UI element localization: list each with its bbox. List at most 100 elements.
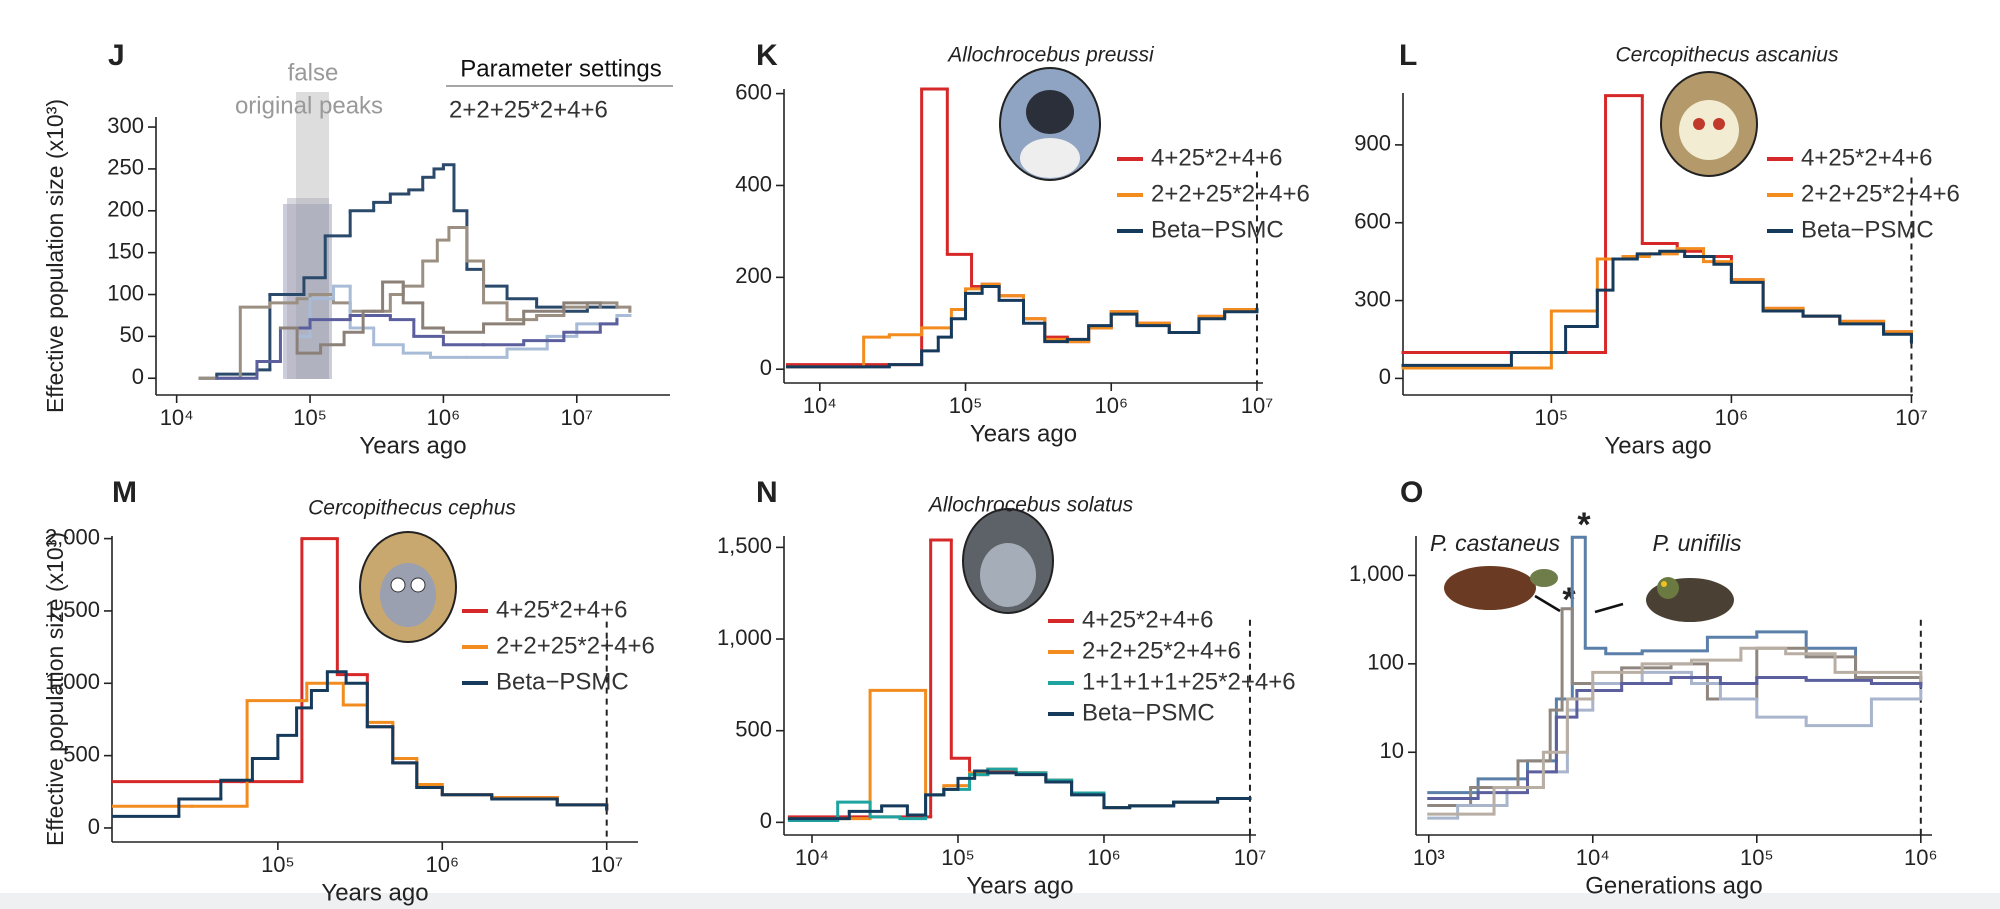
- series: [215, 313, 619, 380]
- monkey-face: [359, 531, 457, 643]
- monkey-face: [999, 67, 1101, 181]
- x-axis-label: Years ago: [359, 432, 466, 459]
- legend-label: 4+25*2+4+6: [1151, 144, 1282, 171]
- arrow: [1534, 594, 1561, 613]
- y-axis-label: Effective population size (x10³): [42, 532, 68, 846]
- legend-label: 1+1+1+1+25*2+4+6: [1082, 668, 1296, 695]
- x-axis-label: Years ago: [970, 420, 1077, 447]
- monkey-face: [962, 508, 1054, 614]
- series: [1427, 676, 1923, 801]
- series: [787, 769, 1252, 821]
- chart-title: Allochrocebus preussi: [946, 44, 1155, 67]
- y-axis-label: Effective population size (x10³): [42, 99, 68, 413]
- bottom-strip: [0, 893, 2000, 909]
- series: [111, 670, 609, 818]
- y-tick-label: 200: [107, 197, 144, 222]
- y-tick-label: 1,000: [1349, 561, 1404, 586]
- x-tick-label: 10⁶: [427, 405, 461, 430]
- x-tick-label: 10⁷: [590, 852, 622, 877]
- chart-title: Cercopithecus ascanius: [1616, 44, 1839, 67]
- series: [1427, 646, 1923, 816]
- y-tick-label: 250: [107, 155, 144, 180]
- chart-title: Allochrocebus solatus: [927, 494, 1134, 517]
- y-tick-label: 300: [107, 113, 144, 138]
- y-tick-label: 1,500: [717, 533, 772, 558]
- y-tick-label: 0: [760, 355, 772, 380]
- series: [278, 280, 602, 355]
- y-tick-label: 500: [735, 717, 772, 742]
- x-tick-label: 10⁵: [261, 852, 295, 877]
- series: [1401, 249, 1913, 367]
- x-tick-label: 10⁶: [1904, 845, 1938, 870]
- panel-label: N: [756, 476, 778, 509]
- x-tick-label: 10⁴: [160, 405, 194, 430]
- x-axis-label: Years ago: [321, 879, 428, 906]
- x-tick-label: 10⁵: [293, 405, 327, 430]
- y-tick-label: 0: [132, 364, 144, 389]
- series: [785, 282, 1259, 369]
- y-tick-label: 900: [1354, 131, 1391, 156]
- y-tick-label: 0: [1379, 364, 1391, 389]
- legend-label: 4+25*2+4+6: [496, 596, 627, 623]
- y-tick-label: 100: [1367, 650, 1404, 675]
- legend-label: 2+2+25*2+4+6: [496, 632, 655, 659]
- legend-label: 4+25*2+4+6: [1082, 606, 1213, 633]
- series: [111, 681, 609, 811]
- series: [1427, 670, 1923, 820]
- x-tick-label: 10⁵: [941, 845, 975, 870]
- x-tick-label: 10⁴: [795, 845, 829, 870]
- x-tick-label: 10⁷: [1234, 845, 1266, 870]
- series: [295, 284, 632, 359]
- legend-text: 2+2+25*2+4+6: [449, 96, 608, 123]
- y-tick-label: 200: [735, 263, 772, 288]
- legend-label: Beta−PSMC: [1082, 699, 1215, 726]
- x-tick-label: 10⁵: [949, 393, 983, 418]
- y-tick-label: 100: [107, 280, 144, 305]
- y-tick-label: 50: [120, 322, 144, 347]
- y-tick-label: 1,000: [717, 625, 772, 650]
- annotation: *: [1577, 506, 1591, 544]
- peak-shade: [283, 204, 332, 379]
- y-tick-label: 300: [1354, 286, 1391, 311]
- chart-title: Cercopithecus cephus: [308, 497, 516, 520]
- annotation: original peaks: [235, 92, 383, 119]
- series: [1401, 247, 1913, 370]
- series: [785, 285, 1259, 369]
- y-tick-label: 2,000: [45, 524, 100, 549]
- x-tick-label: 10⁷: [561, 405, 593, 430]
- annotation: P. unifilis: [1652, 530, 1742, 556]
- series: [1427, 607, 1923, 808]
- y-tick-label: 500: [63, 741, 100, 766]
- annotation: *: [1562, 581, 1576, 619]
- x-tick-label: 10³: [1413, 845, 1445, 870]
- x-axis-label: Years ago: [1604, 432, 1711, 459]
- y-tick-label: 10: [1380, 738, 1404, 763]
- y-tick-label: 400: [735, 171, 772, 196]
- x-tick-label: 10⁵: [1535, 405, 1569, 430]
- peak-shade: [296, 92, 329, 379]
- y-tick-label: 600: [1354, 209, 1391, 234]
- y-tick-label: 600: [735, 79, 772, 104]
- monkey-face: [1660, 71, 1758, 177]
- turtle: [1444, 566, 1558, 610]
- y-tick-label: 1,500: [45, 597, 100, 622]
- legend-label: Beta−PSMC: [1151, 216, 1284, 243]
- x-tick-label: 10⁷: [1895, 405, 1927, 430]
- x-tick-label: 10⁴: [1576, 845, 1610, 870]
- x-tick-label: 10⁶: [1087, 845, 1121, 870]
- legend-label: 2+2+25*2+4+6: [1801, 180, 1960, 207]
- legend-label: 4+25*2+4+6: [1801, 144, 1932, 171]
- x-tick-label: 10⁵: [1740, 845, 1774, 870]
- panel-label: J: [108, 39, 125, 72]
- annotation: false: [288, 59, 339, 86]
- x-tick-label: 10⁶: [426, 852, 460, 877]
- legend-label: 2+2+25*2+4+6: [1151, 180, 1310, 207]
- annotation: P. castaneus: [1430, 530, 1561, 556]
- panel-label: K: [756, 39, 778, 72]
- legend-label: Beta−PSMC: [496, 668, 629, 695]
- panel-label: L: [1399, 39, 1417, 72]
- y-tick-label: 1,000: [45, 669, 100, 694]
- legend-label: Beta−PSMC: [1801, 216, 1934, 243]
- x-tick-label: 10⁴: [803, 393, 837, 418]
